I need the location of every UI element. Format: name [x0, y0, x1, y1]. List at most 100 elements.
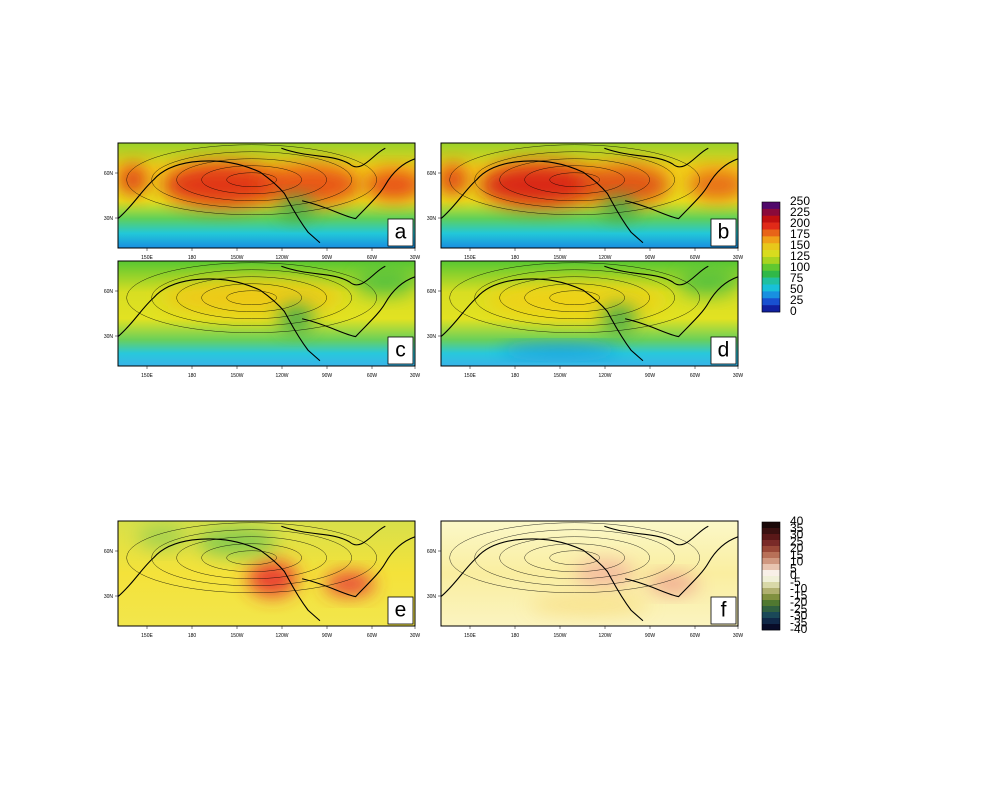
lon-tick-label: 150W: [553, 633, 566, 639]
lon-tick-label: 150E: [141, 633, 153, 639]
field-anomaly: [364, 170, 415, 200]
contour: [226, 172, 277, 187]
coastline: [118, 147, 415, 244]
lon-tick-label: 180: [511, 255, 520, 261]
contour: [449, 522, 700, 593]
colorbar-label: -5: [790, 575, 801, 589]
contour: [126, 522, 377, 593]
contour: [126, 144, 377, 215]
lon-tick-label: 60W: [367, 255, 378, 261]
field-anomaly: [441, 164, 468, 195]
map-panel: e 150E 180 150W 120W 90W 60W 30W 60N 30N: [104, 520, 421, 639]
colorbar-label: 0: [790, 568, 797, 582]
colorbar-label: 15: [790, 548, 804, 562]
field-anomaly: [118, 164, 148, 195]
lon-tick-label: 180: [188, 633, 197, 639]
field-anomaly: [647, 574, 698, 594]
colorbar-frame: [761, 521, 781, 631]
field-anomaly: [247, 560, 298, 597]
lon-tick-label: 180: [511, 373, 520, 379]
field-anomaly: [687, 170, 738, 200]
colorbar-swatch: [762, 606, 780, 613]
colorbar-swatch: [762, 540, 780, 547]
lon-tick-label: 90W: [322, 373, 333, 379]
contour: [176, 158, 327, 201]
contour: [226, 290, 277, 305]
colorbar-swatch: [762, 624, 780, 631]
map-field: [441, 261, 738, 366]
colorbar-label: 200: [790, 216, 810, 230]
lon-tick-label: 150E: [141, 255, 153, 261]
contour: [549, 172, 600, 187]
lon-tick-label: 60W: [690, 373, 701, 379]
colorbar-swatch: [762, 564, 780, 571]
field-anomaly: [678, 268, 738, 296]
colorbar-label: 30: [790, 528, 804, 542]
map-field: [441, 143, 738, 248]
contour: [126, 262, 377, 333]
colorbar-swatch: [762, 576, 780, 583]
panel-label-box: [710, 336, 737, 365]
lon-tick-label: 180: [511, 633, 520, 639]
colorbar-label: -40: [790, 622, 808, 636]
lat-tick-label: 30N: [427, 334, 437, 340]
colorbar-swatch: [762, 546, 780, 553]
lon-tick-label: 150W: [230, 633, 243, 639]
colorbar-swatch: [762, 291, 780, 299]
lon-tick-label: 90W: [645, 255, 656, 261]
lon-tick-label: 30W: [410, 633, 421, 639]
contour: [499, 276, 650, 319]
field-anomaly: [484, 282, 665, 319]
lon-tick-label: 120W: [275, 373, 288, 379]
contour: [524, 283, 625, 312]
colorbar-frame: [761, 201, 781, 313]
lon-tick-label: 90W: [645, 373, 656, 379]
panel-label-box: [710, 218, 737, 247]
contour: [449, 144, 700, 215]
contour: [499, 536, 650, 579]
contour: [449, 262, 700, 333]
lon-tick-label: 150W: [553, 255, 566, 261]
field-anomaly: [161, 163, 282, 207]
coastline: [118, 525, 415, 622]
lon-tick-label: 30W: [733, 633, 744, 639]
panel-frame: [117, 520, 416, 627]
panel-label: e: [395, 599, 407, 622]
contour: [176, 536, 327, 579]
contour: [201, 165, 302, 194]
lon-tick-label: 150E: [464, 255, 476, 261]
lon-tick-label: 120W: [598, 373, 611, 379]
colorbar-label: 75: [790, 271, 804, 285]
lon-tick-label: 30W: [733, 255, 744, 261]
lon-tick-label: 30W: [410, 373, 421, 379]
lon-tick-label: 90W: [322, 633, 333, 639]
panel-frame: [117, 142, 416, 249]
colorbar-swatch: [762, 243, 780, 251]
contour: [524, 543, 625, 572]
colorbar-label: 50: [790, 282, 804, 296]
field-anomaly: [601, 196, 638, 221]
field-anomaly: [355, 268, 415, 296]
map-panel: d 150E 180 150W 120W 90W 60W 30W 60N 30N: [427, 260, 743, 379]
contour: [226, 550, 277, 565]
field-anomaly: [479, 163, 600, 207]
panel-label-box: [387, 336, 414, 365]
colorbar-label: 125: [790, 249, 810, 263]
colorbar-swatch: [762, 277, 780, 285]
map-field: [118, 521, 415, 626]
colorbar-label: 20: [790, 541, 804, 555]
contour: [474, 529, 675, 586]
panel-frame: [440, 520, 739, 627]
colorbar-label: 175: [790, 227, 810, 241]
lon-tick-label: 150W: [230, 373, 243, 379]
lon-tick-label: 180: [188, 373, 197, 379]
panel-label: b: [718, 221, 730, 244]
contour: [549, 550, 600, 565]
colorbar-swatch: [762, 250, 780, 258]
colorbar-swatch: [762, 284, 780, 292]
map-panel: a 150E 180 150W 120W 90W 60W 30W 60N 30N: [104, 142, 420, 261]
field-anomaly: [574, 559, 635, 588]
lat-tick-label: 30N: [427, 216, 437, 222]
